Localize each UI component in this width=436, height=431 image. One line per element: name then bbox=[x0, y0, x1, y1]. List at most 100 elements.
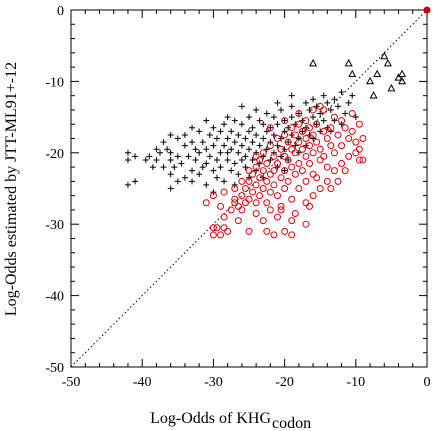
plus-point bbox=[171, 164, 178, 171]
circle-point bbox=[348, 110, 356, 118]
diagonal-reference-line bbox=[70, 9, 428, 368]
circle-point bbox=[306, 142, 314, 150]
plus-point bbox=[242, 164, 249, 171]
data-points bbox=[124, 6, 431, 239]
circle-point bbox=[327, 142, 335, 150]
circle-point bbox=[209, 231, 217, 239]
plus-point bbox=[249, 156, 256, 163]
circle-point bbox=[306, 202, 314, 210]
circle-point bbox=[355, 145, 363, 153]
plus-point bbox=[224, 135, 231, 142]
plus-point bbox=[253, 131, 260, 138]
plus-point bbox=[181, 174, 188, 181]
plus-point bbox=[327, 128, 334, 135]
plus-point bbox=[167, 131, 174, 138]
circle-point bbox=[309, 106, 317, 114]
plus-point bbox=[281, 146, 288, 153]
plus-point bbox=[278, 106, 285, 113]
circle-point bbox=[327, 124, 335, 132]
circle-point bbox=[352, 138, 360, 146]
plus-point bbox=[213, 174, 220, 181]
circle-point bbox=[263, 199, 271, 207]
circle-point bbox=[220, 213, 228, 221]
circle-point bbox=[320, 127, 328, 135]
plus-point bbox=[253, 167, 260, 174]
plus-point bbox=[174, 153, 181, 160]
circle-point bbox=[355, 120, 363, 128]
plus-point bbox=[246, 114, 252, 121]
circle-point bbox=[263, 177, 271, 185]
circle-point bbox=[295, 138, 303, 146]
plus-point bbox=[345, 99, 352, 106]
circle-point bbox=[288, 217, 296, 225]
circle-point bbox=[256, 192, 264, 200]
circle-point bbox=[309, 131, 317, 139]
plus-point bbox=[313, 103, 320, 110]
plus-point bbox=[331, 96, 338, 103]
circle-point bbox=[291, 131, 299, 139]
plus-point bbox=[228, 146, 235, 153]
circle-point bbox=[209, 224, 217, 232]
triangle-point bbox=[373, 69, 382, 78]
plus-point bbox=[317, 110, 324, 117]
circle-point bbox=[309, 192, 317, 200]
circle-point bbox=[338, 117, 346, 125]
circle-point bbox=[281, 227, 289, 235]
plus-point bbox=[160, 164, 167, 171]
plus-point bbox=[231, 139, 238, 146]
triangle-point bbox=[398, 76, 407, 85]
plus-point bbox=[249, 139, 256, 146]
circle-point bbox=[284, 138, 292, 146]
circle-point bbox=[309, 170, 317, 178]
plus-point bbox=[206, 153, 213, 160]
plus-point bbox=[132, 153, 139, 160]
plus-point bbox=[142, 156, 149, 163]
circle-point bbox=[252, 209, 260, 217]
plus-point bbox=[189, 178, 196, 185]
circle-point bbox=[281, 185, 289, 192]
circle-point bbox=[298, 145, 306, 153]
y-tick-label: -30 bbox=[45, 218, 64, 233]
circle-point bbox=[224, 227, 232, 235]
triangle-point bbox=[394, 73, 403, 81]
plus-point bbox=[217, 149, 224, 156]
plus-point bbox=[299, 117, 306, 124]
plus-point bbox=[278, 153, 285, 160]
plus-point bbox=[278, 135, 285, 142]
circle-point bbox=[259, 217, 267, 225]
circle-point bbox=[241, 185, 249, 192]
circle-point bbox=[291, 149, 299, 157]
x-tick-label: -30 bbox=[204, 375, 223, 390]
y-tick-label: -40 bbox=[45, 290, 64, 305]
circle-point bbox=[338, 160, 346, 168]
circle-point bbox=[355, 156, 363, 164]
plus-point bbox=[189, 124, 196, 131]
circle-point bbox=[273, 213, 281, 221]
plus-point bbox=[281, 128, 288, 135]
plus-point bbox=[310, 114, 317, 121]
y-tick-label: 0 bbox=[57, 4, 64, 19]
plus-point bbox=[235, 149, 242, 156]
plus-point bbox=[263, 146, 270, 153]
circle-point bbox=[341, 167, 349, 175]
circle-point bbox=[323, 163, 331, 171]
circle-point bbox=[217, 231, 225, 239]
plus-point bbox=[285, 139, 292, 146]
circle-point bbox=[266, 124, 274, 132]
plus-point bbox=[260, 135, 267, 142]
plus-point bbox=[167, 171, 174, 178]
circle-point bbox=[341, 124, 349, 132]
circle-point bbox=[277, 145, 285, 153]
plus-point bbox=[285, 156, 292, 163]
x-tick-label: 0 bbox=[424, 375, 431, 390]
circle-point bbox=[295, 110, 303, 118]
circle-point bbox=[277, 206, 285, 214]
plus-point bbox=[295, 110, 302, 117]
triangle-point bbox=[365, 76, 375, 85]
circle-point bbox=[252, 152, 260, 160]
plus-point bbox=[160, 139, 167, 146]
circle-point bbox=[231, 185, 239, 192]
circle-point bbox=[256, 174, 264, 182]
plus-point bbox=[249, 124, 256, 131]
plus-point bbox=[157, 149, 163, 156]
